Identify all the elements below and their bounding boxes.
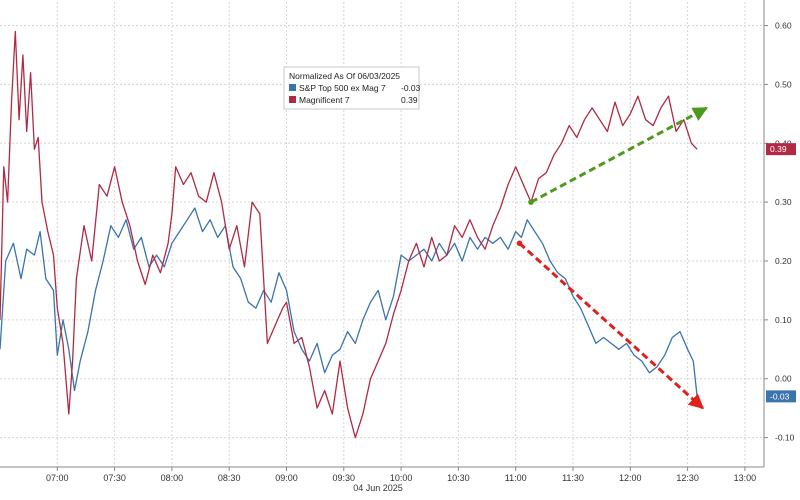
x-tick-label: 09:30 <box>333 473 356 483</box>
x-tick-label: 13:00 <box>734 473 757 483</box>
x-tick-label: 09:00 <box>275 473 298 483</box>
series-line-1 <box>0 30 698 439</box>
last-value-badge-1 <box>766 143 796 156</box>
x-tick-label: 11:00 <box>505 473 527 483</box>
y-tick-label: 0.20 <box>775 256 792 266</box>
down-trend-arrow <box>518 242 704 410</box>
series-layer <box>0 30 698 439</box>
x-tick-label: 11:30 <box>562 473 584 483</box>
legend-swatch-mag7 <box>289 96 296 103</box>
legend: Normalized As Of 06/03/2025 S&P Top 500 … <box>283 66 421 110</box>
x-tick-label: 10:30 <box>447 473 470 483</box>
x-tick-label: 07:30 <box>103 473 126 483</box>
y-axis: 0.600.500.400.300.200.100.00-0.10 <box>763 0 795 467</box>
x-tick-label: 12:00 <box>619 473 642 483</box>
legend-label-sp: S&P Top 500 ex Mag 7 <box>299 83 386 93</box>
trend-arrows <box>516 106 709 410</box>
last-value-text-0: -0.03 <box>770 391 790 401</box>
y-tick-label: 0.00 <box>775 374 792 384</box>
last-value-text-1: 0.39 <box>770 144 787 154</box>
legend-value-sp: -0.03 <box>401 83 421 93</box>
last-value-badge-0 <box>766 390 796 403</box>
legend-label-mag7: Magnificent 7 <box>299 95 350 105</box>
legend-value-mag7: 0.39 <box>401 95 418 105</box>
y-tick-label: 0.60 <box>775 21 792 31</box>
series-line-0 <box>0 207 698 397</box>
x-axis-date-label: 04 Jun 2025 <box>353 483 403 493</box>
legend-swatch-sp <box>289 84 296 91</box>
legend-box <box>283 66 420 110</box>
y-tick-label: 0.10 <box>775 315 792 325</box>
x-tick-label: 08:30 <box>218 473 241 483</box>
x-tick-label: 07:00 <box>46 473 69 483</box>
x-tick-label: 10:00 <box>390 473 413 483</box>
legend-title: Normalized As Of 06/03/2025 <box>289 71 400 81</box>
y-tick-label: 0.30 <box>775 197 792 207</box>
up-trend-arrow <box>530 106 709 204</box>
x-axis: 07:00 07:30 08:00 08:30 09:00 09:30 10:00 10:30… <box>0 466 764 483</box>
last-value-labels: -0.03 0.39 <box>766 143 796 403</box>
x-tick-label: 08:00 <box>161 473 184 483</box>
x-tick-label: 12:30 <box>676 473 699 483</box>
y-tick-label: 0.50 <box>775 79 792 89</box>
y-tick-label: -0.10 <box>775 433 795 443</box>
grid-lines <box>0 2 764 467</box>
